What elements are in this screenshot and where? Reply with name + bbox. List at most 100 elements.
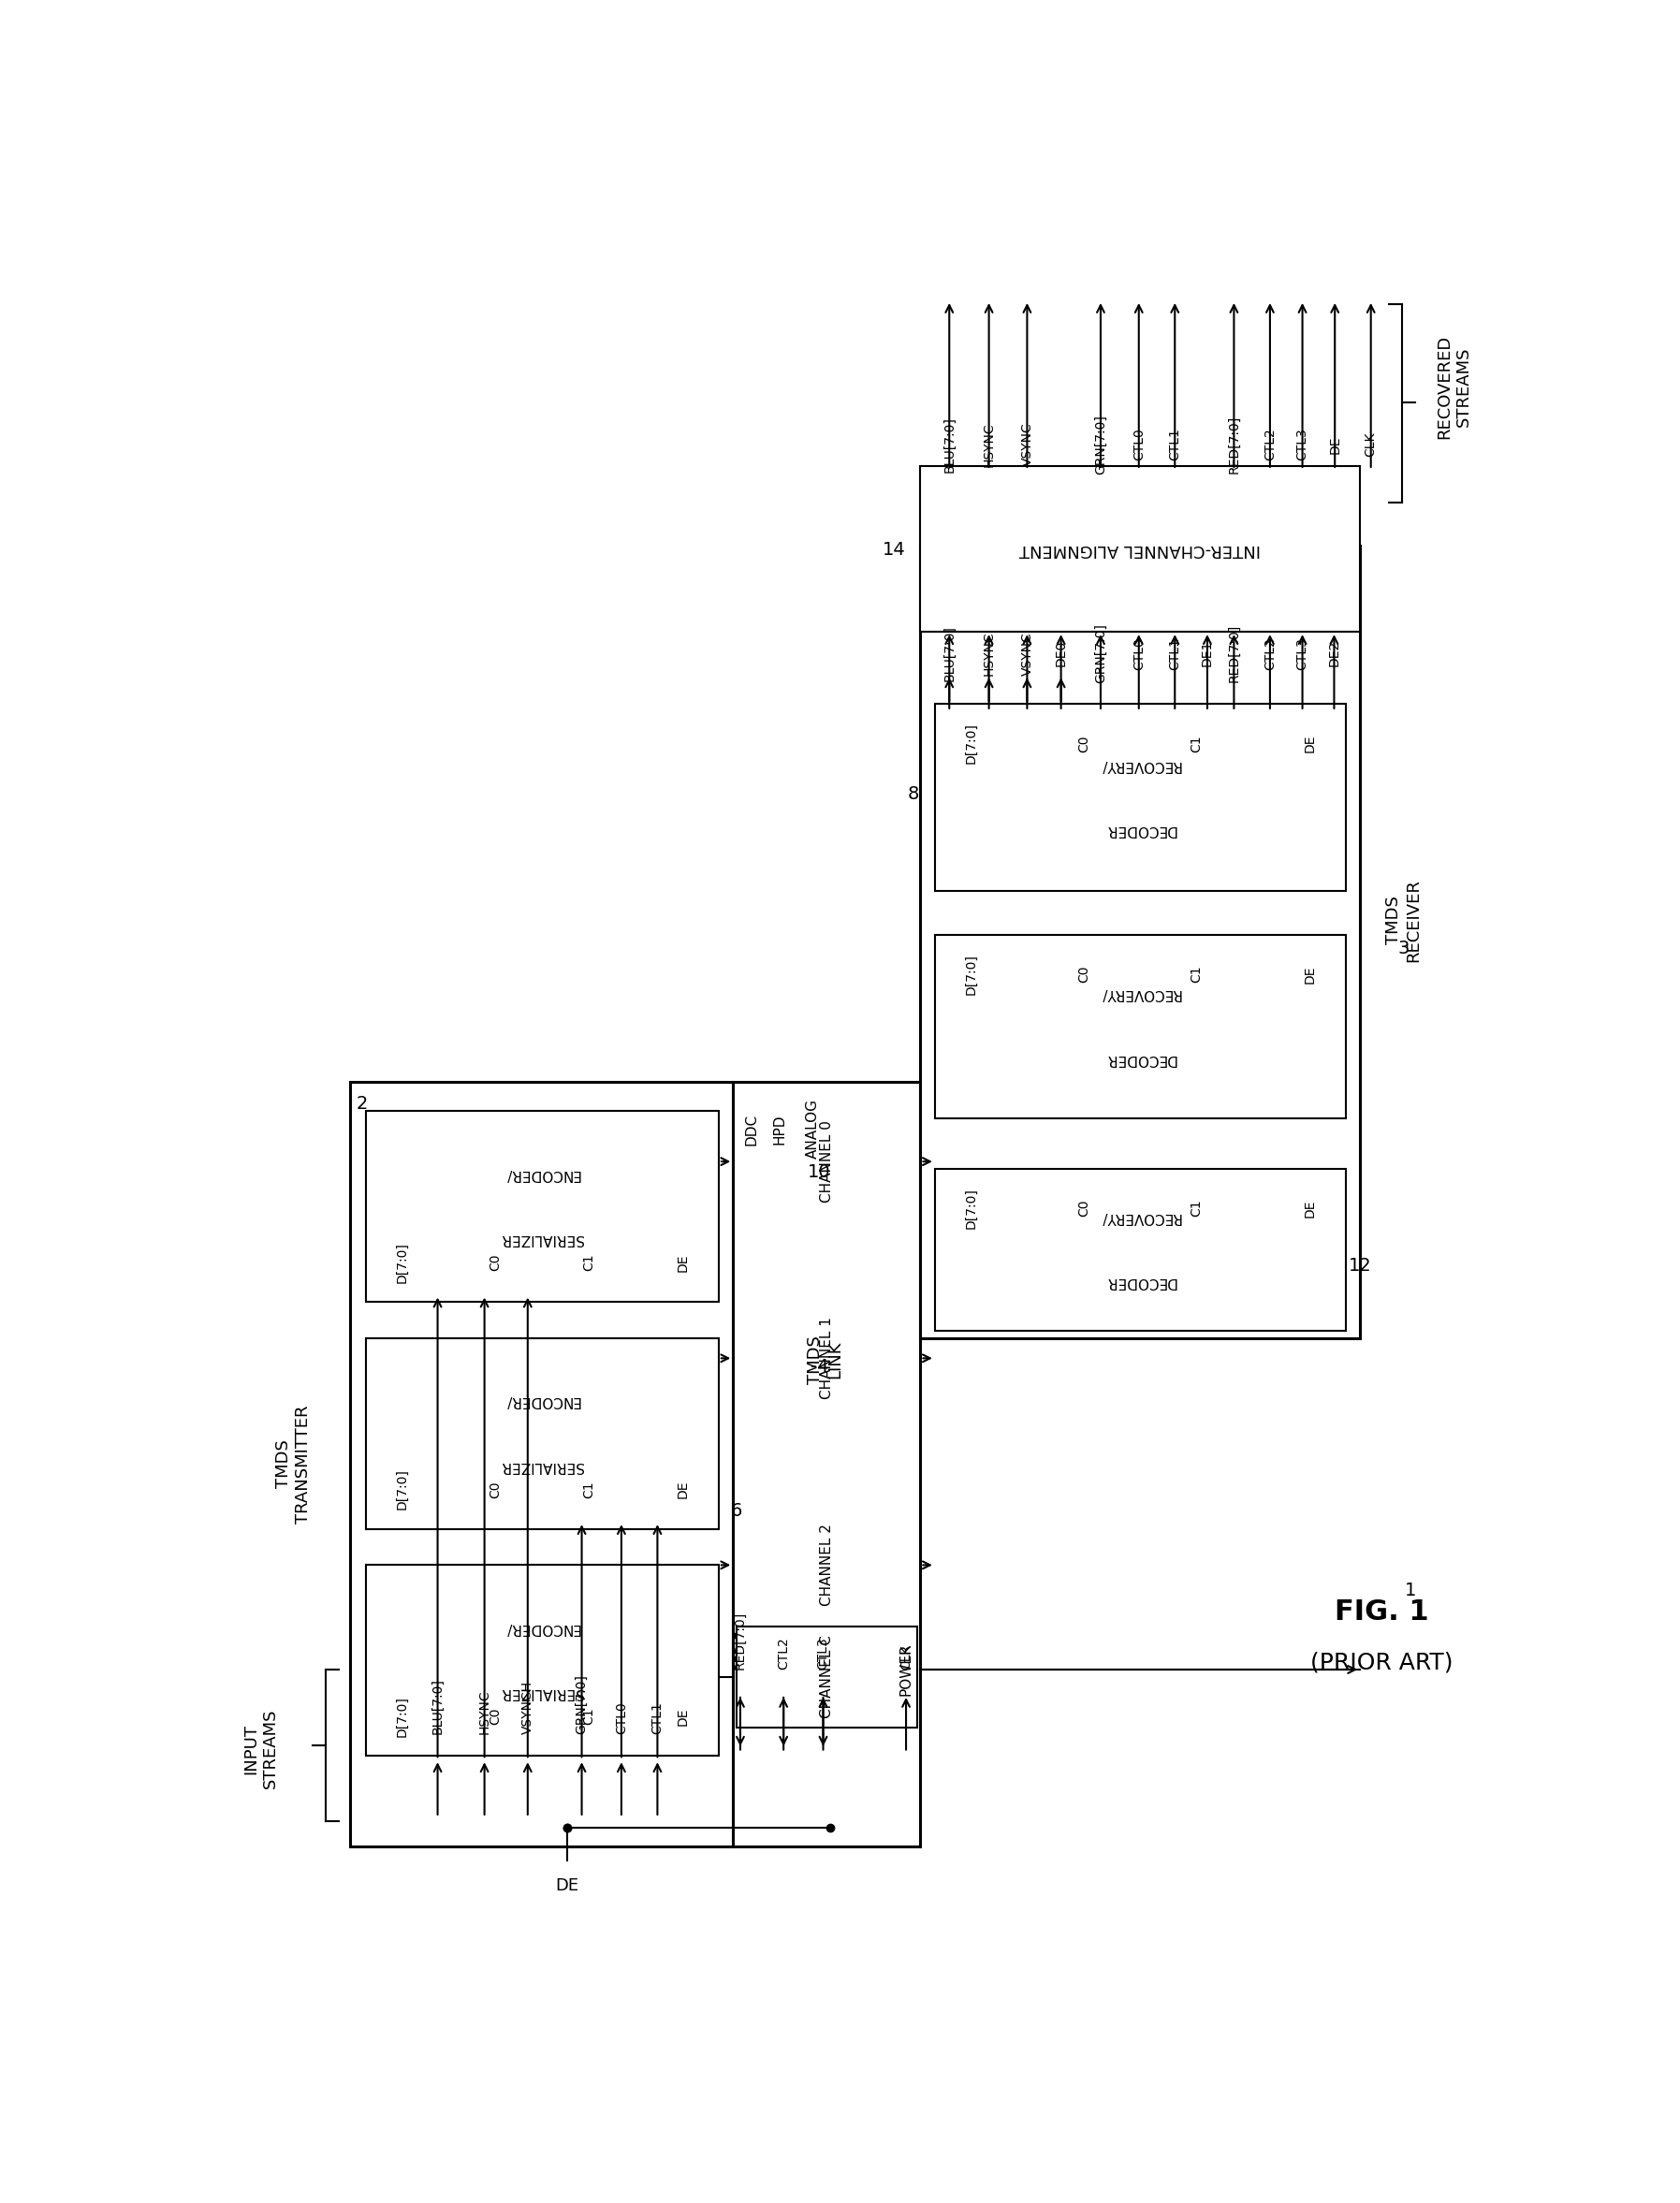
Text: BLU[7:0]: BLU[7:0] xyxy=(942,626,956,681)
Text: INTER-CHANNEL ALIGNMENT: INTER-CHANNEL ALIGNMENT xyxy=(1020,540,1262,557)
Text: 12: 12 xyxy=(1349,1258,1371,1276)
Text: RED[7:0]: RED[7:0] xyxy=(1228,416,1240,474)
Text: CTL2: CTL2 xyxy=(776,1637,790,1670)
Text: C0: C0 xyxy=(1077,1201,1090,1216)
Text: BLU[7:0]: BLU[7:0] xyxy=(942,416,956,471)
Text: CTL3: CTL3 xyxy=(1295,427,1309,460)
Bar xyxy=(349,1082,732,1846)
Text: RECOVERY/: RECOVERY/ xyxy=(1100,1209,1181,1225)
Text: CHANNEL 1: CHANNEL 1 xyxy=(820,1317,833,1399)
Text: D[7:0]: D[7:0] xyxy=(395,1242,408,1282)
Text: D[7:0]: D[7:0] xyxy=(964,1187,978,1229)
Text: CLK: CLK xyxy=(1364,432,1378,456)
Text: VSYNCH: VSYNCH xyxy=(521,1681,534,1734)
Text: DE: DE xyxy=(1304,1198,1315,1218)
Text: CHANNEL 2: CHANNEL 2 xyxy=(820,1524,833,1606)
Text: DE: DE xyxy=(1329,436,1341,454)
Text: D[7:0]: D[7:0] xyxy=(395,1696,408,1736)
Text: C1: C1 xyxy=(583,1480,595,1498)
Text: HSYNC: HSYNC xyxy=(983,632,996,676)
Text: CTL2: CTL2 xyxy=(1263,637,1277,670)
Text: HSYNC: HSYNC xyxy=(477,1690,491,1734)
Text: 6: 6 xyxy=(731,1502,743,1520)
Text: DE2: DE2 xyxy=(1327,641,1341,668)
Text: CTL3: CTL3 xyxy=(1295,637,1309,670)
Text: GRN[7:0]: GRN[7:0] xyxy=(1094,623,1107,683)
Bar xyxy=(921,546,1361,1337)
Text: RED[7:0]: RED[7:0] xyxy=(1228,623,1240,683)
Text: RECOVERY/: RECOVERY/ xyxy=(1100,758,1181,773)
Text: CTL1: CTL1 xyxy=(1168,637,1181,670)
Text: HSYNC: HSYNC xyxy=(983,423,996,467)
Bar xyxy=(921,467,1361,632)
Text: CHANNEL 0: CHANNEL 0 xyxy=(820,1121,833,1203)
Text: DE: DE xyxy=(675,1707,689,1725)
Text: CTL2: CTL2 xyxy=(1263,427,1277,460)
Bar xyxy=(934,705,1346,892)
Text: GRN[7:0]: GRN[7:0] xyxy=(1094,414,1107,474)
Text: VSYNC: VSYNC xyxy=(1020,423,1033,467)
Bar xyxy=(366,1564,719,1756)
Text: D[7:0]: D[7:0] xyxy=(964,723,978,764)
Text: RECOVERY/: RECOVERY/ xyxy=(1100,987,1181,1000)
Text: ENCODER/: ENCODER/ xyxy=(504,1168,580,1181)
Text: DECODER: DECODER xyxy=(1105,1051,1176,1066)
Text: 10: 10 xyxy=(808,1163,832,1181)
Bar xyxy=(366,1110,719,1302)
Text: DE: DE xyxy=(1304,734,1315,753)
Text: D[7:0]: D[7:0] xyxy=(964,954,978,996)
Text: D[7:0]: D[7:0] xyxy=(395,1469,408,1509)
Text: TMDS
LINK: TMDS LINK xyxy=(806,1335,843,1383)
Bar xyxy=(738,1626,917,1727)
Bar xyxy=(934,934,1346,1119)
Text: 1: 1 xyxy=(1404,1582,1416,1599)
Text: SERIALIZER: SERIALIZER xyxy=(501,1685,583,1701)
Text: CLK: CLK xyxy=(899,1646,912,1670)
Text: 14: 14 xyxy=(882,540,906,560)
Bar xyxy=(732,1082,921,1846)
Bar xyxy=(934,1170,1346,1331)
Text: C0: C0 xyxy=(489,1480,502,1498)
Text: 8: 8 xyxy=(907,784,919,802)
Text: DE: DE xyxy=(675,1254,689,1271)
Text: HPD: HPD xyxy=(773,1115,786,1143)
Text: DE0: DE0 xyxy=(1055,641,1067,668)
Text: SERIALIZER: SERIALIZER xyxy=(501,1231,583,1245)
Text: CTL1: CTL1 xyxy=(1168,427,1181,460)
Text: INPUT
STREAMS: INPUT STREAMS xyxy=(244,1710,279,1789)
Text: C1: C1 xyxy=(583,1707,595,1725)
Text: VSYNC: VSYNC xyxy=(1020,632,1033,676)
Text: C0: C0 xyxy=(489,1254,502,1271)
Text: (PRIOR ART): (PRIOR ART) xyxy=(1310,1650,1453,1674)
Text: CTL0: CTL0 xyxy=(1132,427,1146,460)
Text: TMDS
RECEIVER: TMDS RECEIVER xyxy=(1384,879,1421,963)
Text: -4: -4 xyxy=(810,1357,828,1377)
Text: RECOVERED
STREAMS: RECOVERED STREAMS xyxy=(1436,335,1472,438)
Text: CTL3: CTL3 xyxy=(816,1637,830,1670)
Text: C0: C0 xyxy=(489,1707,502,1725)
Text: 2: 2 xyxy=(356,1095,368,1113)
Text: DE: DE xyxy=(675,1480,689,1498)
Text: CTL0: CTL0 xyxy=(615,1703,628,1734)
Text: C1: C1 xyxy=(583,1254,595,1271)
Text: ENCODER/: ENCODER/ xyxy=(504,1394,580,1408)
Text: C1: C1 xyxy=(1189,965,1203,983)
Text: C1: C1 xyxy=(1189,1201,1203,1216)
Text: DECODER: DECODER xyxy=(1105,824,1176,837)
Text: ANALOG: ANALOG xyxy=(805,1099,820,1159)
Text: DE: DE xyxy=(1304,965,1315,983)
Text: C0: C0 xyxy=(1077,736,1090,751)
Text: 3: 3 xyxy=(1398,941,1410,958)
Text: FIG. 1: FIG. 1 xyxy=(1334,1599,1428,1626)
Text: CTL1: CTL1 xyxy=(650,1701,664,1734)
Text: DE: DE xyxy=(556,1877,580,1895)
Text: GRN[7:0]: GRN[7:0] xyxy=(575,1674,588,1734)
Text: C1: C1 xyxy=(1189,736,1203,751)
Text: C0: C0 xyxy=(1077,965,1090,983)
Text: DECODER: DECODER xyxy=(1105,1276,1176,1289)
Text: TMDS
TRANSMITTER: TMDS TRANSMITTER xyxy=(276,1406,311,1522)
Text: DDC: DDC xyxy=(744,1113,758,1146)
Text: RED[7:0]: RED[7:0] xyxy=(734,1610,748,1670)
Text: DE1: DE1 xyxy=(1201,641,1215,668)
Text: SERIALIZER: SERIALIZER xyxy=(501,1458,583,1472)
